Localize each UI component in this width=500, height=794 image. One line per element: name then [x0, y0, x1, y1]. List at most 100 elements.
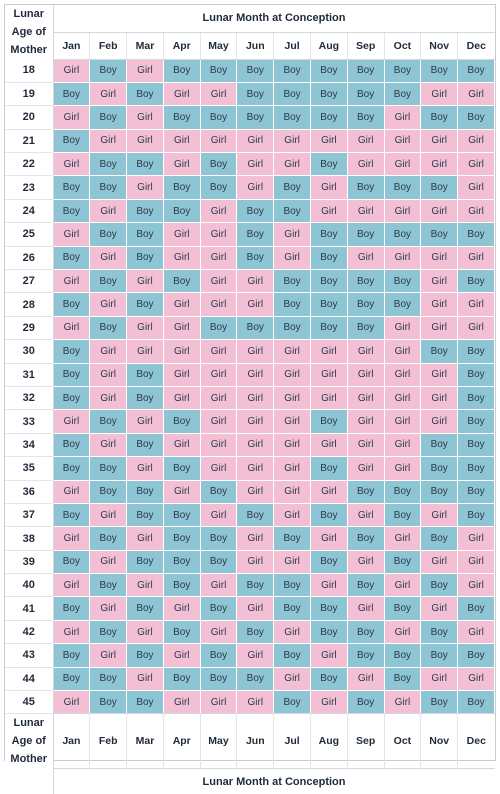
- prediction-cell: Girl: [53, 152, 91, 177]
- prediction-cell: Girl: [89, 550, 128, 575]
- prediction-cell: Boy: [457, 690, 495, 715]
- prediction-cell: Girl: [163, 222, 201, 247]
- corner-label-line: Age of: [11, 26, 46, 38]
- prediction-cell: Girl: [236, 175, 275, 200]
- prediction-cell: Girl: [89, 199, 128, 224]
- prediction-cell: Boy: [347, 82, 385, 107]
- prediction-cell: Boy: [236, 316, 275, 341]
- month-footer-apr: Apr: [162, 713, 201, 769]
- prediction-cell: Boy: [347, 573, 385, 598]
- prediction-cell: Boy: [163, 503, 201, 528]
- prediction-cell: Girl: [200, 339, 238, 364]
- prediction-cell: Boy: [89, 175, 128, 200]
- prediction-cell: Boy: [200, 59, 238, 83]
- prediction-cell: Boy: [273, 573, 311, 598]
- prediction-cell: Boy: [273, 82, 311, 107]
- prediction-cell: Boy: [126, 550, 164, 575]
- prediction-cell: Boy: [420, 526, 459, 551]
- prediction-cell: Boy: [273, 526, 311, 551]
- prediction-cell: Boy: [310, 409, 348, 434]
- prediction-cell: Girl: [163, 82, 201, 107]
- prediction-cell: Girl: [273, 152, 311, 177]
- prediction-cell: Girl: [384, 199, 422, 224]
- prediction-cell: Girl: [236, 409, 275, 434]
- prediction-cell: Boy: [163, 526, 201, 551]
- prediction-cell: Girl: [89, 503, 128, 528]
- prediction-cell: Boy: [89, 573, 128, 598]
- prediction-cell: Girl: [200, 433, 238, 458]
- month-footer-feb: Feb: [89, 713, 127, 769]
- prediction-cell: Girl: [236, 480, 275, 504]
- prediction-cell: Boy: [420, 456, 459, 481]
- prediction-cell: Boy: [457, 339, 495, 364]
- month-header-mar: Mar: [126, 32, 164, 60]
- prediction-cell: Boy: [200, 550, 238, 575]
- prediction-cell: Boy: [236, 82, 275, 107]
- prediction-cell: Boy: [126, 152, 164, 177]
- prediction-cell: Girl: [236, 292, 275, 317]
- table-row: 39 Boy Girl Boy Boy Boy Girl Girl Boy Girl Boy Girl…: [5, 550, 495, 575]
- prediction-cell: Girl: [200, 620, 238, 645]
- prediction-cell: Girl: [89, 386, 128, 411]
- prediction-cell: Girl: [126, 573, 164, 598]
- prediction-cell: Boy: [126, 503, 164, 528]
- prediction-cell: Boy: [457, 386, 495, 411]
- prediction-cell: Girl: [457, 199, 495, 224]
- prediction-cell: Girl: [89, 292, 128, 317]
- prediction-cell: Girl: [200, 222, 238, 247]
- prediction-cell: Girl: [163, 292, 201, 317]
- prediction-cell: Boy: [457, 222, 495, 247]
- prediction-cell: Girl: [53, 573, 91, 598]
- mother-age-label: 43: [5, 643, 54, 668]
- prediction-cell: Girl: [347, 199, 385, 224]
- prediction-cell: Girl: [347, 152, 385, 177]
- prediction-cell: Boy: [200, 175, 238, 200]
- prediction-cell: Boy: [53, 175, 91, 200]
- mother-age-label: 44: [5, 667, 54, 692]
- prediction-cell: Girl: [236, 363, 275, 387]
- prediction-cell: Boy: [457, 409, 495, 434]
- prediction-cell: Boy: [53, 199, 91, 224]
- header-title: Lunar Month at Conception: [53, 5, 495, 33]
- prediction-cell: Boy: [310, 269, 348, 294]
- prediction-cell: Girl: [273, 667, 311, 692]
- prediction-cell: Boy: [384, 269, 422, 294]
- prediction-cell: Boy: [310, 59, 348, 83]
- prediction-cell: Boy: [89, 152, 128, 177]
- table-row: 30 Boy Girl Girl Girl Girl Girl Girl Girl Girl Gir…: [5, 339, 495, 364]
- prediction-cell: Girl: [273, 363, 311, 387]
- month-header-apr: Apr: [162, 32, 201, 60]
- prediction-cell: Boy: [310, 246, 348, 271]
- mother-age-label: 35: [5, 456, 54, 481]
- prediction-cell: Girl: [384, 573, 422, 598]
- table-row: 27 Girl Boy Girl Boy Girl Girl Boy Boy Boy Boy Girl…: [5, 269, 495, 294]
- prediction-cell: Boy: [384, 480, 422, 504]
- prediction-cell: Boy: [126, 292, 164, 317]
- prediction-cell: Girl: [420, 386, 459, 411]
- mother-age-label: 21: [5, 129, 54, 154]
- month-header-may: May: [199, 32, 237, 60]
- prediction-cell: Boy: [384, 550, 422, 575]
- prediction-cell: Boy: [347, 59, 385, 83]
- prediction-cell: Girl: [236, 269, 275, 294]
- mother-age-label: 25: [5, 222, 54, 247]
- prediction-cell: Boy: [53, 339, 91, 364]
- prediction-cell: Girl: [420, 363, 459, 387]
- prediction-cell: Girl: [163, 433, 201, 458]
- prediction-cell: Girl: [457, 550, 495, 575]
- prediction-cell: Boy: [53, 386, 91, 411]
- prediction-cell: Boy: [126, 363, 164, 387]
- prediction-cell: Girl: [384, 363, 422, 387]
- prediction-cell: Girl: [347, 503, 385, 528]
- mother-age-label: 30: [5, 339, 54, 364]
- prediction-cell: Boy: [126, 596, 164, 621]
- prediction-cell: Girl: [384, 409, 422, 434]
- month-header-sep: Sep: [346, 32, 385, 60]
- table-row: 20 Girl Boy Girl Boy Boy Boy Boy Boy Boy Girl Boy Bo…: [5, 105, 495, 130]
- prediction-cell: Girl: [53, 222, 91, 247]
- prediction-cell: Girl: [310, 175, 348, 200]
- prediction-cell: Boy: [347, 690, 385, 715]
- prediction-cell: Girl: [384, 690, 422, 715]
- prediction-cell: Girl: [89, 246, 128, 271]
- table-row: 22 Girl Boy Boy Girl Boy Girl Girl Boy Girl Girl Gi…: [5, 152, 495, 177]
